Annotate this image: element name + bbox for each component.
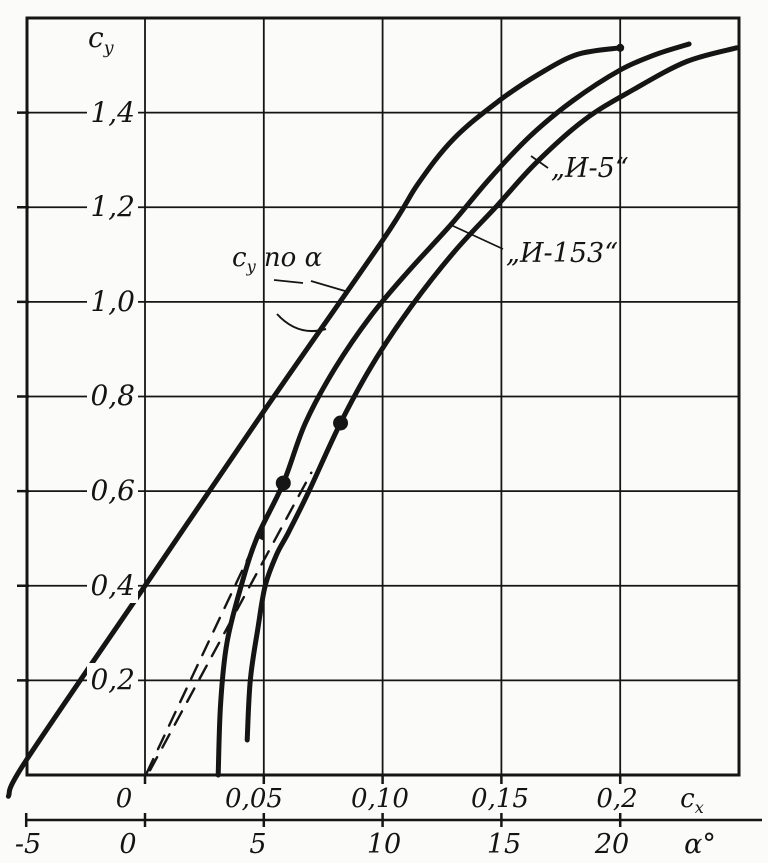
lift-curve-end-dot: [616, 43, 625, 52]
x-tick-label-015: 0,15: [471, 784, 529, 814]
x-axis-title-sub: x: [694, 798, 704, 818]
alpha-tick-label-5: 5: [249, 829, 267, 860]
alpha-tick-label-m5: -5: [14, 829, 42, 860]
curve-series: [215, 41, 692, 778]
lift-label-sub: y: [246, 257, 256, 277]
lift-label-leader-arc: [276, 313, 327, 333]
x-axis-title: cx: [647, 782, 737, 816]
data-point-marker: [275, 475, 291, 491]
x-tick-label-0: 0: [115, 784, 133, 814]
x-tick-label-02: 0,2: [596, 784, 638, 814]
curve-label-i153: „И-153“: [506, 238, 618, 269]
y-tick-label-0-4: 0,4: [87, 569, 138, 603]
lift-label-underline: [273, 279, 304, 284]
alpha-tick-label-10: 10: [366, 829, 402, 860]
curve-label-i5: „И-5“: [551, 153, 629, 184]
alpha-tick-label-20: 20: [594, 829, 630, 860]
curve-series: [244, 45, 740, 743]
lift-curve-label: cy по α: [232, 241, 322, 275]
y-tick-label-0-6: 0,6: [87, 474, 138, 508]
alpha-tick-label-0: 0: [119, 829, 137, 860]
alpha-axis-title: α°: [684, 829, 716, 860]
y-tick-label-0-8: 0,8: [87, 379, 138, 413]
y-axis-title: cy: [88, 21, 114, 57]
data-point-marker: [333, 415, 349, 431]
x-tick-label-010: 0,10: [351, 784, 409, 814]
curve-tangent: [148, 471, 313, 772]
curve-series: [5, 45, 623, 799]
y-tick-label-1-0: 1,0: [87, 285, 138, 319]
lift-label-base: c: [232, 243, 247, 273]
i153-label-leader: [450, 224, 504, 250]
y-tick-label-1-2: 1,2: [87, 190, 138, 224]
lift-label-rest: по α: [255, 243, 323, 273]
alpha-tick-label-15: 15: [486, 829, 522, 860]
x-axis-title-base: c: [680, 784, 695, 814]
lift-label-leader: [310, 280, 346, 292]
y-axis-title-sub: y: [103, 38, 114, 59]
y-tick-label-1-4: 1,4: [87, 96, 138, 130]
x-tick-label-005: 0,05: [225, 784, 283, 814]
i5-label-leader: [530, 155, 549, 169]
curve-tangent: [145, 476, 288, 774]
y-axis-title-base: c: [88, 21, 104, 54]
tangent-arrowhead: [254, 527, 265, 541]
y-tick-label-0-2: 0,2: [87, 663, 138, 697]
